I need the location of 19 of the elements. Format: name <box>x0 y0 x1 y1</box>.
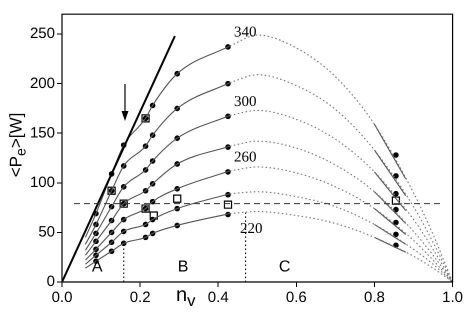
x-axis-title: n$_{v}$ <box>176 284 196 312</box>
series-label: 260 <box>234 149 256 166</box>
x-tick-label: 1.0 <box>442 289 464 306</box>
y-tick-label: 150 <box>30 124 55 142</box>
series-label: 340 <box>234 24 256 40</box>
series-label: 220 <box>240 221 262 237</box>
x-tick-label: 0.4 <box>208 289 229 306</box>
x-tick-label: 0.2 <box>130 289 151 306</box>
x-tick-label: 0.8 <box>364 289 385 306</box>
y-tick-label: 100 <box>30 174 55 191</box>
y-tick-label: 50 <box>38 224 55 241</box>
annotation: B <box>178 258 188 276</box>
x-tick-label: 0.6 <box>286 289 307 306</box>
y-tick-label: 250 <box>30 25 55 42</box>
series-label: 300 <box>234 94 256 110</box>
annotation: C <box>278 258 290 276</box>
y-tick-label: 0 <box>46 273 55 290</box>
x-tick-label: 0.0 <box>52 289 72 306</box>
y-tick-label: 200 <box>30 74 55 92</box>
